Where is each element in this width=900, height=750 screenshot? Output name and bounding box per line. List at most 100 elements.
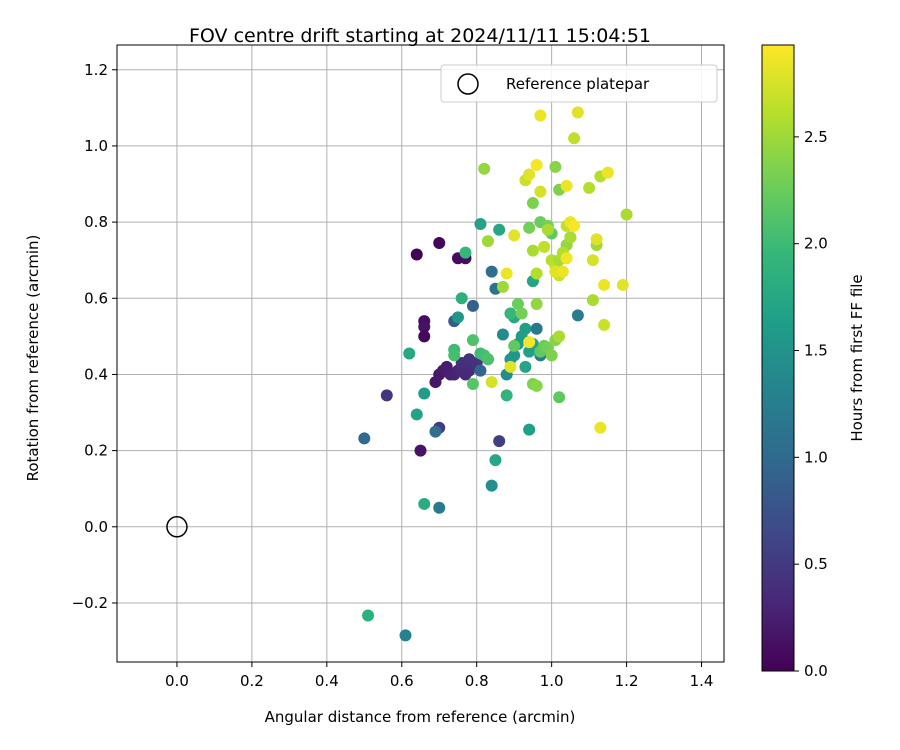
- data-point: [523, 336, 536, 349]
- data-point: [583, 181, 596, 194]
- data-point: [620, 208, 633, 221]
- colorbar-tick-label: 1.0: [804, 448, 828, 466]
- data-point: [519, 360, 532, 373]
- data-point: [403, 347, 416, 360]
- data-point: [455, 292, 468, 305]
- data-point: [526, 244, 539, 257]
- data-point: [530, 267, 543, 280]
- data-point: [485, 376, 498, 389]
- data-point: [568, 132, 581, 145]
- data-point: [530, 158, 543, 171]
- data-point: [508, 349, 521, 362]
- data-point: [526, 197, 539, 210]
- data-point: [466, 334, 479, 347]
- data-point: [616, 278, 629, 291]
- y-tick-label: 0.0: [84, 518, 108, 536]
- data-point: [534, 109, 547, 122]
- data-point: [500, 389, 513, 402]
- data-point: [523, 423, 536, 436]
- data-point: [478, 162, 491, 175]
- colorbar-tick-label: 2.5: [804, 128, 828, 146]
- x-tick-label: 0.4: [315, 672, 339, 690]
- y-tick-label: 0.6: [84, 289, 108, 307]
- colorbar-tick-label: 2.0: [804, 235, 828, 253]
- data-point: [586, 254, 599, 267]
- data-point: [523, 168, 536, 181]
- legend-marker-icon: [457, 73, 479, 95]
- colorbar-gradient: [762, 45, 794, 671]
- data-point: [511, 297, 524, 310]
- data-point: [586, 294, 599, 307]
- data-point: [459, 246, 472, 259]
- plot-frame: [116, 44, 725, 663]
- data-point: [530, 297, 543, 310]
- data-point: [553, 391, 566, 404]
- data-point: [571, 309, 584, 322]
- data-point: [496, 328, 509, 341]
- x-tick-label: 0.6: [390, 672, 414, 690]
- data-point: [508, 229, 521, 242]
- data-point: [399, 629, 412, 642]
- data-point: [549, 160, 562, 173]
- data-point: [564, 231, 577, 244]
- data-point: [571, 106, 584, 119]
- colorbar-ticks: 0.0 0.5 1.0 1.5 2.0 2.5: [794, 128, 828, 680]
- data-point: [474, 218, 487, 231]
- data-point: [515, 307, 528, 320]
- data-point: [534, 185, 547, 198]
- y-tick-label: 1.2: [84, 61, 108, 79]
- reference-platepar-marker: [166, 516, 188, 538]
- y-tick-label: 0.4: [84, 365, 108, 383]
- data-point: [601, 166, 614, 179]
- colorbar-tick-label: 0.5: [804, 555, 828, 573]
- data-point: [553, 330, 566, 343]
- data-point: [493, 223, 506, 236]
- data-point: [433, 237, 446, 250]
- data-point: [496, 280, 509, 293]
- y-tick-label: −0.2: [72, 594, 108, 612]
- data-point: [560, 179, 573, 192]
- data-point: [493, 435, 506, 448]
- data-point: [590, 233, 603, 246]
- y-tick-label: 1.0: [84, 137, 108, 155]
- data-point: [598, 278, 611, 291]
- data-point: [481, 235, 494, 248]
- data-point: [508, 339, 521, 352]
- x-axis-label: Angular distance from reference (arcmin): [265, 708, 576, 726]
- plot-area: [116, 44, 725, 663]
- x-tick-label: 0.0: [165, 672, 189, 690]
- data-point: [418, 330, 431, 343]
- data-points: [358, 106, 633, 642]
- legend-label: Reference platepar: [506, 75, 650, 93]
- colorbar: 0.0 0.5 1.0 1.5 2.0 2.5 Hours from first FF f…: [761, 44, 866, 680]
- y-axis-ticks: −0.2 0.0 0.2 0.4 0.6 0.8 1.0 1.2: [72, 61, 117, 612]
- data-point: [489, 454, 502, 467]
- data-point: [466, 377, 479, 390]
- data-point: [380, 389, 393, 402]
- data-point: [560, 252, 573, 265]
- y-axis-label: Rotation from reference (arcmin): [24, 235, 42, 482]
- data-point: [429, 425, 442, 438]
- data-point: [538, 240, 551, 253]
- x-tick-label: 1.4: [690, 672, 714, 690]
- data-point: [451, 311, 464, 324]
- data-point: [523, 221, 536, 234]
- colorbar-tick-label: 1.5: [804, 342, 828, 360]
- data-point: [466, 299, 479, 312]
- data-point: [504, 360, 517, 373]
- y-tick-label: 0.2: [84, 442, 108, 460]
- legend-box: [440, 64, 718, 103]
- legend: Reference platepar: [440, 64, 718, 103]
- data-point: [541, 223, 554, 236]
- data-point: [485, 479, 498, 492]
- data-point: [474, 364, 487, 377]
- data-point: [598, 318, 611, 331]
- data-point: [410, 408, 423, 421]
- x-tick-label: 0.8: [465, 672, 489, 690]
- x-tick-label: 1.2: [615, 672, 639, 690]
- colorbar-label: Hours from first FF file: [848, 274, 866, 441]
- data-point: [418, 320, 431, 333]
- data-point: [530, 379, 543, 392]
- data-point: [500, 267, 513, 280]
